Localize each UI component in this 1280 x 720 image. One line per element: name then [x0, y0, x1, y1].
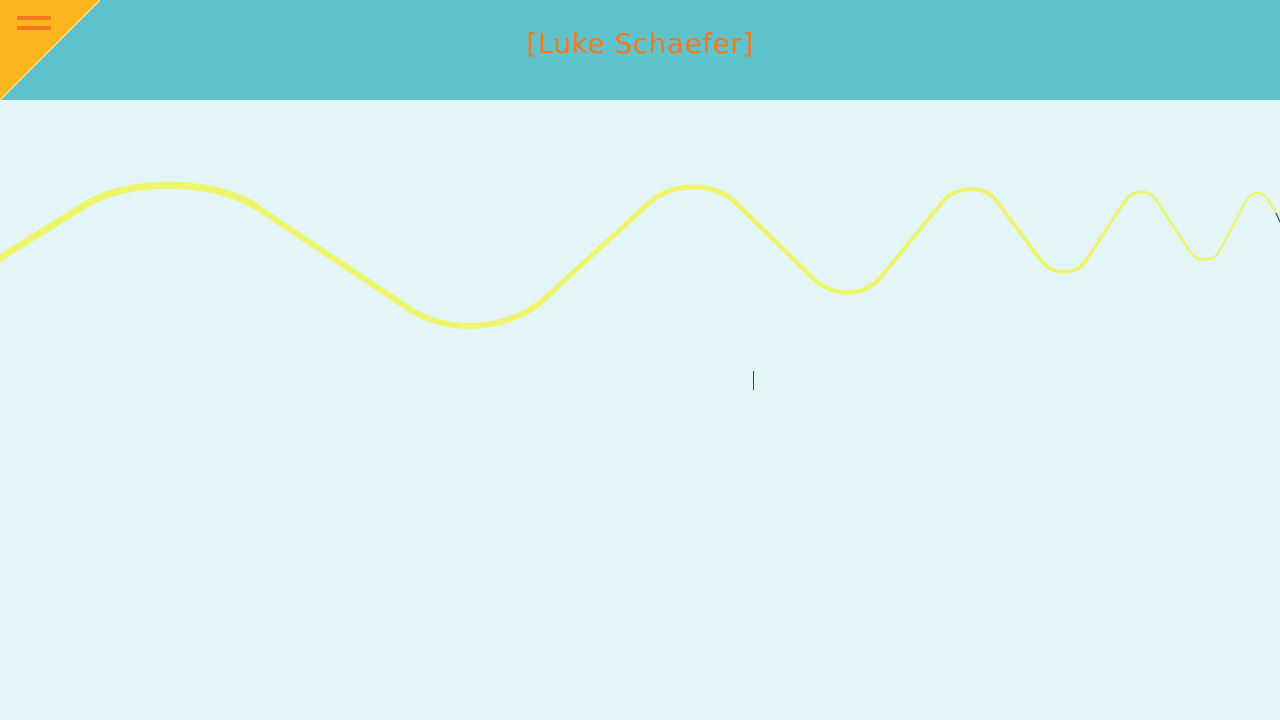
menu-button[interactable] [14, 12, 54, 38]
wave-segment-8 [1155, 199, 1221, 261]
wave-segment-6 [993, 197, 1087, 274]
wave-segment-9 [1217, 191, 1278, 254]
wave-segment-4 [732, 199, 883, 295]
menu-bar-top [17, 16, 51, 20]
wave-segment-2 [252, 203, 543, 329]
site-header: [Luke Schaefer] [0, 0, 1280, 100]
wave-tip [1275, 212, 1280, 223]
wave-segment-5 [878, 187, 997, 280]
wave-segment-3 [537, 184, 738, 306]
decorative-wave [0, 181, 1280, 329]
wave-segment-7 [1083, 190, 1159, 264]
menu-bar-bottom [17, 26, 51, 30]
text-cursor [753, 371, 754, 390]
wave-segment-1 [0, 181, 259, 262]
site-title: [Luke Schaefer] [526, 27, 754, 60]
